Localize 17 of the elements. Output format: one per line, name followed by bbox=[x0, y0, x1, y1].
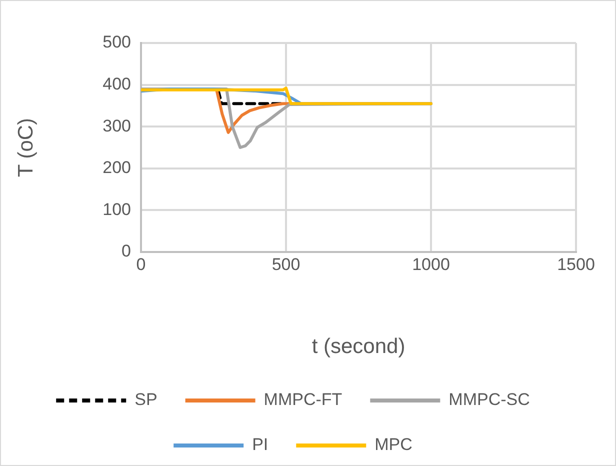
x-tick-label: 500 bbox=[272, 254, 300, 274]
x-tick-label: 1000 bbox=[412, 254, 450, 274]
y-tick-label: 300 bbox=[102, 116, 131, 136]
y-axis-title: T (oC) bbox=[14, 118, 38, 178]
legend-label: MMPC-FT bbox=[264, 390, 342, 410]
legend-label: PI bbox=[252, 435, 268, 454]
legend-label: SP bbox=[134, 390, 158, 410]
y-tick-label: 400 bbox=[102, 74, 131, 94]
y-tick-label: 200 bbox=[102, 158, 131, 178]
y-tick-label: 500 bbox=[102, 32, 131, 52]
x-tick-label: 0 bbox=[136, 254, 146, 274]
legend-label: MMPC-SC bbox=[448, 390, 530, 410]
legend-label: MPC bbox=[374, 435, 412, 454]
y-tick-label: 100 bbox=[102, 200, 131, 219]
x-axis-title: t (second) bbox=[312, 335, 406, 358]
x-tick-label: 1500 bbox=[557, 254, 595, 274]
y-tick-label: 0 bbox=[122, 242, 131, 261]
